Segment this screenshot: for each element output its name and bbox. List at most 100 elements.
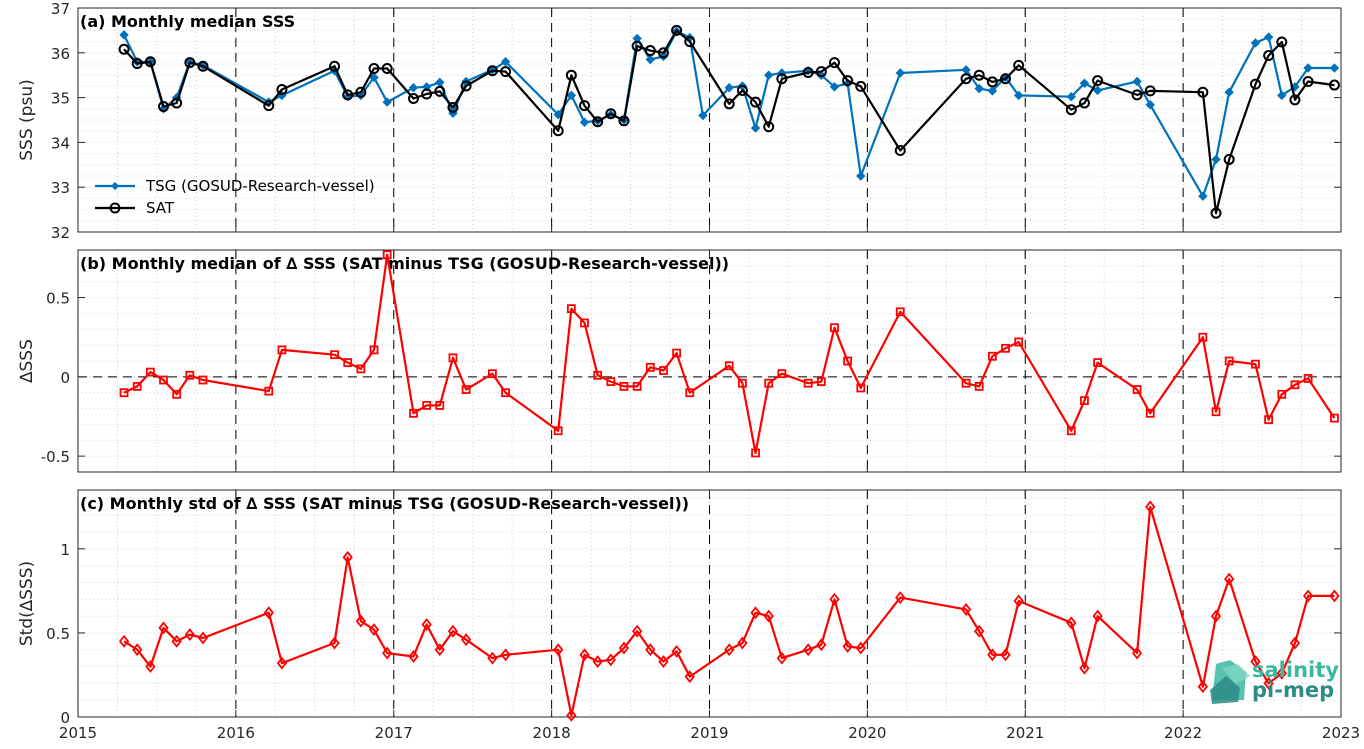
- data-point: [553, 109, 563, 120]
- series-delta-sss: [118, 500, 1340, 722]
- data-point: [1302, 75, 1314, 87]
- series-sat: [118, 24, 1340, 219]
- data-point: [500, 57, 511, 67]
- data-point: [276, 656, 288, 670]
- data-point: [736, 84, 748, 96]
- data-point: [750, 123, 761, 133]
- data-point: [856, 171, 866, 181]
- data-point: [1329, 589, 1340, 603]
- data-point: [159, 375, 168, 385]
- data-point: [776, 73, 788, 85]
- data-point: [579, 117, 590, 127]
- series-delta-sss: [119, 250, 1339, 458]
- data-point: [1330, 413, 1339, 423]
- y-tick-label: 0: [60, 709, 70, 727]
- data-point: [1001, 343, 1010, 353]
- data-point: [658, 655, 669, 668]
- data-point: [553, 426, 563, 436]
- data-point: [171, 97, 183, 109]
- data-point: [750, 96, 762, 108]
- x-tick-label: 2022: [1164, 724, 1202, 742]
- data-point: [830, 323, 839, 333]
- data-point: [356, 364, 366, 374]
- data-point: [330, 350, 339, 360]
- data-point: [593, 370, 603, 380]
- data-point: [145, 367, 155, 377]
- data-point: [619, 381, 629, 391]
- data-point: [460, 80, 472, 92]
- panel-b-median-delta-sss: -0.5 0 0.5 ∆SSS (b) Monthly median of ∆ SSS …: [17, 249, 1342, 473]
- data-point: [566, 708, 577, 722]
- minor-grid: [77, 249, 1342, 472]
- panel-a-monthly-median-sss: 32 33 34 35 36 37 SSS (psu) (a) Monthly median …: [17, 0, 1342, 242]
- data-point: [434, 643, 445, 657]
- data-point: [566, 304, 576, 314]
- data-point: [276, 84, 288, 96]
- y-tick-label: 1: [60, 541, 70, 559]
- data-point: [408, 650, 419, 663]
- data-point: [434, 85, 446, 97]
- data-point: [435, 400, 445, 410]
- data-point: [1289, 636, 1301, 650]
- data-point: [724, 361, 734, 371]
- data-point: [1000, 648, 1011, 662]
- data-point: [409, 408, 418, 418]
- data-point: [618, 641, 630, 655]
- data-point: [145, 660, 156, 673]
- data-point: [355, 614, 367, 628]
- data-point: [1276, 36, 1288, 48]
- data-point: [987, 351, 997, 361]
- data-point: [815, 66, 827, 78]
- data-point: [973, 69, 985, 81]
- data-point: [631, 40, 643, 52]
- data-point: [605, 653, 616, 667]
- data-point: [803, 643, 814, 657]
- data-point: [460, 633, 472, 647]
- legend-marker: [111, 182, 119, 190]
- data-point: [698, 110, 708, 121]
- data-point: [1145, 500, 1156, 514]
- data-point: [606, 377, 616, 387]
- y-tick-label: 0.5: [46, 625, 70, 643]
- data-point: [1263, 49, 1275, 61]
- panel-title: (b) Monthly median of ∆ SSS (SAT minus T…: [80, 254, 729, 273]
- panel-title: (c) Monthly std of ∆ SSS (SAT minus TSG …: [80, 494, 689, 513]
- data-point: [1211, 154, 1221, 165]
- data-point: [382, 97, 392, 107]
- data-point: [659, 366, 668, 375]
- data-point: [171, 634, 182, 648]
- data-point: [816, 377, 826, 387]
- data-point: [197, 631, 209, 645]
- data-point: [843, 356, 853, 366]
- data-point: [447, 101, 459, 113]
- data-point: [118, 43, 130, 55]
- data-point: [1303, 63, 1313, 73]
- legend-label: SAT: [146, 199, 175, 217]
- y-tick-label: -0.5: [41, 448, 70, 466]
- data-point: [1014, 337, 1024, 347]
- data-point: [1078, 97, 1090, 109]
- y-axis-label: SSS (psu): [17, 79, 37, 160]
- data-point: [501, 388, 510, 398]
- data-point: [803, 378, 813, 388]
- data-point: [1079, 661, 1090, 675]
- data-point: [277, 345, 287, 355]
- data-point: [974, 381, 984, 391]
- data-point: [777, 369, 787, 379]
- data-point: [355, 86, 367, 98]
- data-point: [487, 651, 498, 665]
- data-point: [645, 54, 656, 65]
- data-point: [342, 550, 353, 564]
- data-point: [987, 648, 998, 662]
- data-point: [172, 389, 182, 399]
- data-point: [118, 634, 130, 648]
- data-point: [381, 62, 393, 74]
- data-point: [421, 82, 432, 92]
- data-point: [632, 381, 642, 391]
- data-point: [552, 125, 564, 137]
- data-point: [1329, 63, 1340, 73]
- data-point: [645, 643, 656, 657]
- data-point: [1197, 680, 1209, 694]
- data-point: [119, 388, 129, 398]
- data-point: [132, 643, 143, 657]
